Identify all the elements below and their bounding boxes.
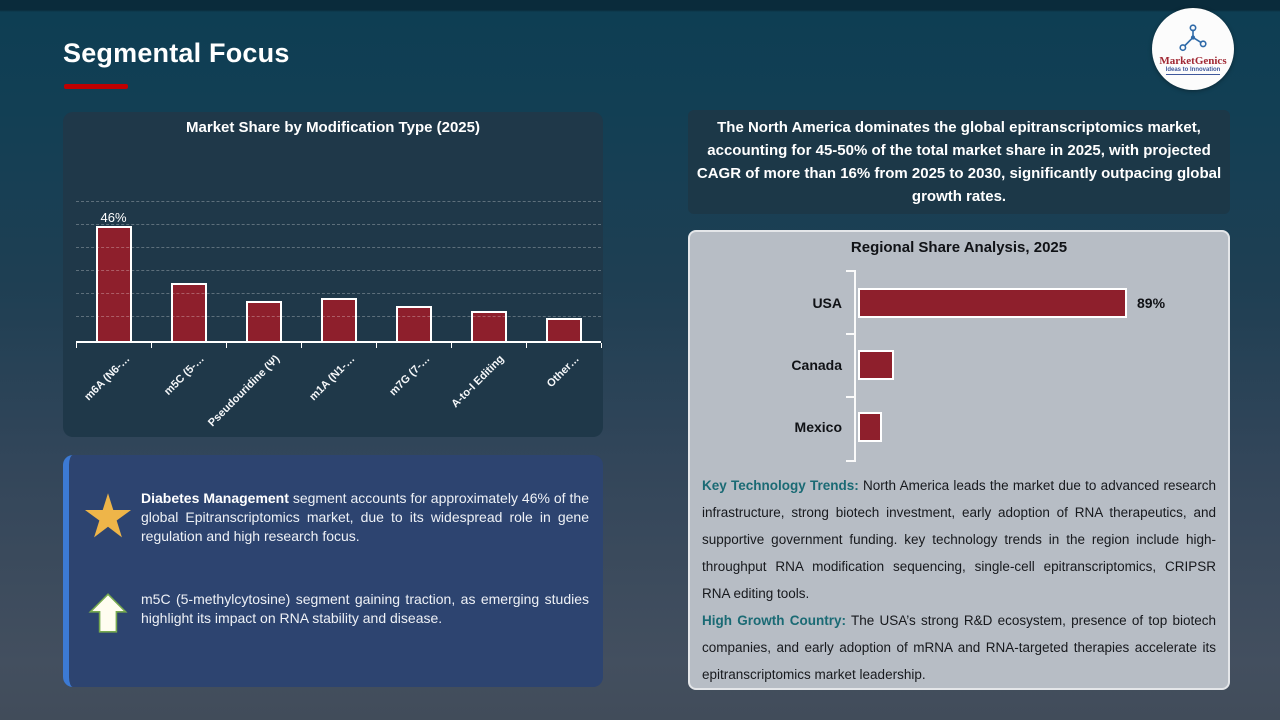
insights-box: Diabetes Management segment accounts for… (63, 455, 603, 687)
category-label: Other… (544, 353, 582, 391)
category-slot: m1A (N1-… (301, 345, 376, 430)
axis-tick (846, 333, 854, 335)
bar (470, 311, 507, 341)
bar-slot (451, 190, 526, 341)
growth-body: The USA’s strong R&D ecosystem, presence… (702, 613, 1216, 682)
modification-category-labels: m6A (N6-… m5C (5-… Pseudouridine (Ψ) m1A (N… (76, 345, 601, 430)
regional-bar (858, 412, 882, 442)
na-highlight-text: The North America dominates the global e… (696, 119, 1222, 205)
insight-lead: Diabetes Management (141, 490, 289, 506)
regional-bar-row: 89% (858, 288, 1165, 318)
brand-tagline: Ideas to Innovation (1165, 67, 1221, 75)
regional-axis (854, 270, 856, 462)
axis-tick (376, 343, 377, 348)
bar (95, 226, 132, 341)
axis-tick (846, 396, 854, 398)
regional-text-block: Key Technology Trends: North America lea… (702, 472, 1216, 688)
bar-slot (226, 190, 301, 341)
regional-value-label: 89% (1137, 295, 1166, 311)
regional-category-label: Mexico (794, 419, 842, 435)
category-label: m6A (N6-… (81, 353, 132, 404)
axis-tick (226, 343, 227, 348)
regional-bar-row (858, 350, 894, 380)
gridline (76, 224, 601, 225)
na-highlight-box: The North America dominates the global e… (688, 110, 1230, 214)
category-slot: A-to-I Editing (449, 345, 526, 430)
axis-tick (301, 343, 302, 348)
category-label: m5C (5-… (162, 353, 207, 398)
axis-tick (601, 343, 602, 348)
molecule-icon (1179, 24, 1207, 52)
up-arrow-icon (83, 590, 133, 634)
insight-body: m5C (5-methylcytosine) segment gaining t… (141, 591, 589, 626)
bar (320, 298, 357, 341)
category-label: A-to-I Editing (449, 353, 507, 411)
regional-chart: USA 89% Canada Mexico (690, 232, 1228, 472)
category-slot: Pseudouridine (Ψ) (206, 345, 301, 430)
axis-tick (451, 343, 452, 348)
modification-chart-panel: Market Share by Modification Type (2025)… (63, 112, 603, 437)
category-slot: m7G (7-… (376, 345, 451, 430)
insight-text: Diabetes Management segment accounts for… (133, 489, 589, 546)
trends-heading: Key Technology Trends: (702, 478, 859, 493)
axis-tick (846, 270, 854, 272)
brand-name: MarketGenics (1159, 55, 1227, 67)
bar-data-label: 46% (100, 210, 127, 225)
bar (545, 318, 582, 341)
title-underline (64, 84, 128, 89)
insight-row: m5C (5-methylcytosine) segment gaining t… (83, 590, 589, 634)
bar-slot (151, 190, 226, 341)
growth-paragraph: High Growth Country: The USA’s strong R&… (702, 607, 1216, 688)
trends-body: North America leads the market due to ad… (702, 478, 1217, 601)
regional-chart-title: Regional Share Analysis, 2025 (850, 239, 1068, 256)
insight-text: m5C (5-methylcytosine) segment gaining t… (133, 590, 589, 634)
modification-chart-title: Market Share by Modification Type (2025) (186, 119, 480, 136)
bar-slot: 46% (76, 190, 151, 341)
regional-category-label: USA (812, 295, 842, 311)
regional-panel: Regional Share Analysis, 2025 USA 89% Cana… (688, 230, 1230, 690)
axis-tick (846, 460, 854, 462)
insight-body: segment accounts for approximately 46% o… (141, 490, 589, 544)
category-slot: Other… (526, 345, 601, 430)
axis-tick (151, 343, 152, 348)
regional-bar-row (858, 412, 882, 442)
category-slot: m6A (N6-… (76, 345, 151, 430)
modification-plot-area: 46% (76, 190, 602, 348)
trends-paragraph: Key Technology Trends: North America lea… (702, 472, 1216, 607)
gridline (76, 247, 601, 248)
gridline (76, 293, 601, 294)
growth-heading: High Growth Country: (702, 613, 846, 628)
bar (170, 283, 207, 341)
bar (395, 306, 432, 341)
axis-tick (526, 343, 527, 348)
bar-slot (526, 190, 601, 341)
bar-slot (301, 190, 376, 341)
brand-logo: MarketGenics Ideas to Innovation (1152, 8, 1234, 90)
gridline (76, 270, 601, 271)
modification-bars: 46% (76, 190, 601, 341)
gridline (76, 316, 601, 317)
category-label: m7G (7-… (386, 353, 432, 399)
bar-slot (376, 190, 451, 341)
regional-bar (858, 350, 894, 380)
page-title: Segmental Focus (63, 38, 290, 68)
regional-category-label: Canada (791, 357, 842, 373)
gridline (76, 201, 601, 202)
axis-tick (76, 343, 77, 348)
insight-row: Diabetes Management segment accounts for… (83, 489, 589, 546)
bar (245, 301, 282, 341)
regional-bar (858, 288, 1127, 318)
category-label: m1A (N1-… (306, 353, 357, 404)
star-icon (83, 489, 133, 546)
